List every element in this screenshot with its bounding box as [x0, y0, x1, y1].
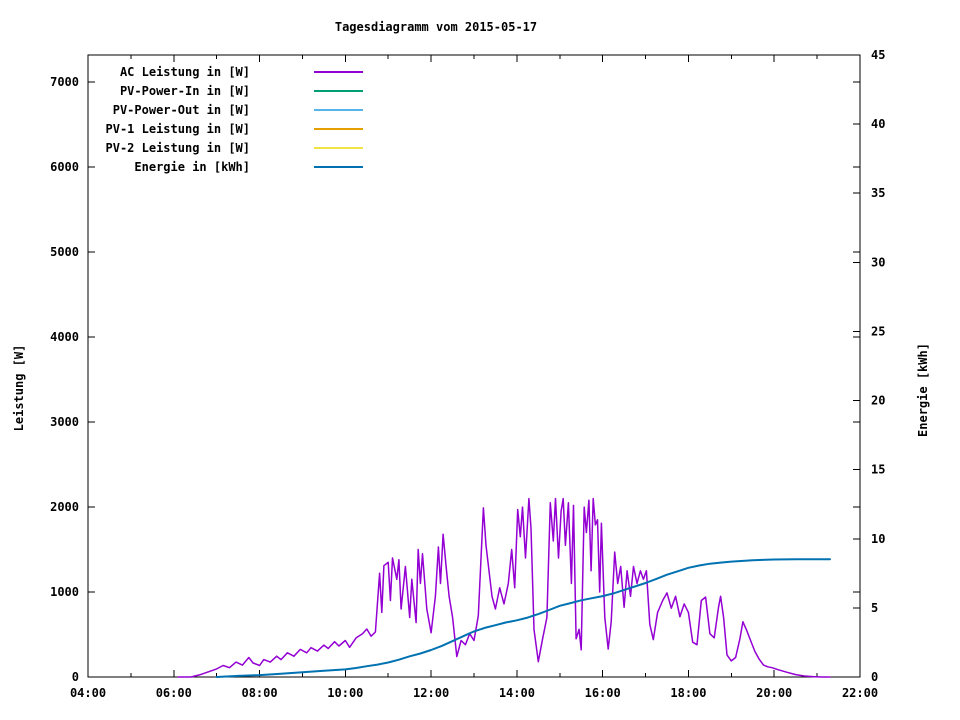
- y-tick-label: 0: [72, 670, 79, 684]
- x-tick-label: 20:00: [756, 686, 792, 700]
- y2-tick-label: 0: [871, 670, 878, 684]
- y2-tick-label: 10: [871, 532, 885, 546]
- y-tick-label: 3000: [50, 415, 79, 429]
- x-tick-label: 10:00: [327, 686, 363, 700]
- plot-border: [87, 54, 861, 678]
- x-tick-label: 08:00: [241, 686, 277, 700]
- y2-tick-label: 35: [871, 186, 885, 200]
- y-tick-label: 5000: [50, 245, 79, 259]
- y2-tick-label: 5: [871, 601, 878, 615]
- y2-tick-label: 40: [871, 117, 885, 131]
- y2-tick-label: 25: [871, 324, 885, 338]
- series-line-ac-leistung-in-w-: [177, 497, 831, 678]
- x-tick-label: 06:00: [156, 686, 192, 700]
- y-tick-label: 2000: [50, 500, 79, 514]
- y2-tick-label: 30: [871, 255, 885, 269]
- y2-axis-label: Energie [kWh]: [916, 343, 930, 437]
- x-tick-label: 22:00: [842, 686, 878, 700]
- y-tick-label: 4000: [50, 330, 79, 344]
- x-tick-label: 18:00: [670, 686, 706, 700]
- y2-tick-label: 45: [871, 48, 885, 62]
- x-tick-label: 14:00: [499, 686, 535, 700]
- y-tick-label: 1000: [50, 585, 79, 599]
- y-axis-label: Leistung [W]: [12, 344, 26, 432]
- x-tick-label: 04:00: [70, 686, 106, 700]
- y2-tick-label: 20: [871, 394, 885, 408]
- y2-tick-label: 15: [871, 463, 885, 477]
- series-line-energie-in-kwh-: [215, 558, 831, 678]
- y-tick-label: 6000: [50, 160, 79, 174]
- x-tick-label: 12:00: [413, 686, 449, 700]
- chart-title: Tagesdiagramm vom 2015-05-17: [334, 20, 538, 34]
- y-tick-label: 7000: [50, 75, 79, 89]
- x-tick-label: 16:00: [585, 686, 621, 700]
